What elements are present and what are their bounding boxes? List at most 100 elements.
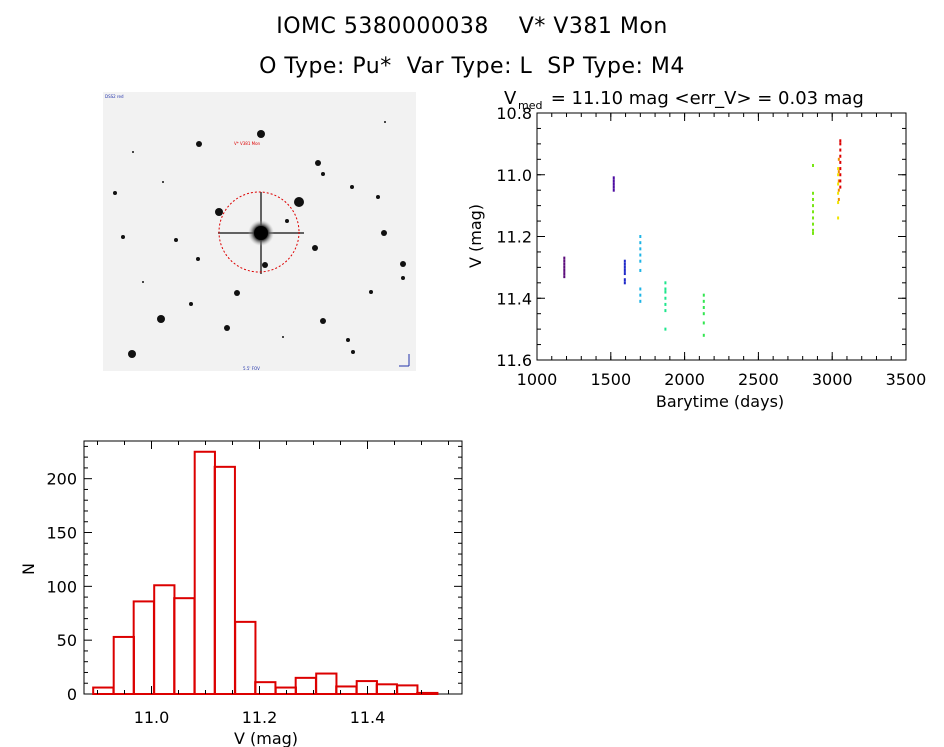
light-curve-title: V med = 11.10 mag <err_V> = 0.03 mag bbox=[504, 88, 864, 112]
light-curve-point bbox=[837, 191, 840, 195]
light-curve-y-tick-label: 11.0 bbox=[496, 166, 532, 185]
light-curve-point bbox=[812, 210, 815, 214]
sky-star bbox=[174, 238, 178, 242]
sky-star bbox=[294, 197, 304, 207]
light-curve-point bbox=[639, 268, 642, 272]
histogram-y-tick-label: 150 bbox=[46, 524, 77, 543]
histogram-bar bbox=[416, 691, 439, 695]
light-curve-point bbox=[612, 182, 615, 186]
light-curve-point bbox=[702, 321, 705, 325]
histogram-bar bbox=[396, 684, 419, 695]
light-curve-plot-frame bbox=[536, 112, 907, 361]
light-curve-point bbox=[837, 167, 840, 171]
light-curve-point bbox=[639, 247, 642, 251]
light-curve-point bbox=[612, 188, 615, 192]
histogram-bar bbox=[274, 686, 297, 695]
light-curve-point bbox=[837, 182, 840, 186]
light-curve-point bbox=[623, 281, 626, 285]
background-stars bbox=[113, 121, 406, 358]
light-curve-y-tick-label: 11.6 bbox=[496, 351, 532, 370]
light-curve-y-axis-label: V (mag) bbox=[466, 204, 485, 268]
finder-label-survey: DSS2 red bbox=[105, 94, 124, 99]
sky-star bbox=[162, 181, 164, 183]
light-curve-point bbox=[563, 265, 566, 269]
sky-star bbox=[401, 276, 405, 280]
light-curve-point bbox=[639, 259, 642, 263]
light-curve-point bbox=[837, 188, 840, 192]
light-curve-point bbox=[839, 179, 842, 183]
sky-star bbox=[346, 338, 350, 342]
sky-star bbox=[157, 315, 165, 323]
histogram-plot-frame bbox=[83, 440, 463, 695]
finder-label-fov: 5.5' FOV bbox=[243, 366, 260, 371]
light-curve-point bbox=[702, 306, 705, 310]
light-curve-point bbox=[839, 154, 842, 158]
target-star bbox=[218, 192, 304, 274]
light-curve-y-tick-label: 11.2 bbox=[496, 228, 532, 247]
sky-star bbox=[381, 230, 387, 236]
light-curve-point bbox=[623, 272, 626, 276]
light-curve-point bbox=[702, 299, 705, 303]
histogram-y-axis-label: N bbox=[19, 563, 38, 575]
histogram-bar bbox=[193, 450, 216, 695]
light-curve-point bbox=[839, 142, 842, 146]
light-curve-x-tick-label: 1500 bbox=[590, 370, 631, 389]
light-curve-point bbox=[664, 287, 667, 291]
sky-star bbox=[142, 281, 144, 283]
light-curve-point bbox=[623, 262, 626, 266]
light-curve-point bbox=[702, 333, 705, 337]
light-curve-point bbox=[612, 185, 615, 189]
sky-star bbox=[312, 245, 318, 251]
sky-star bbox=[321, 172, 325, 176]
histogram-x-tick-label: 11.0 bbox=[134, 708, 170, 727]
light-curve-point bbox=[639, 253, 642, 257]
target-circle bbox=[218, 191, 300, 273]
light-curve-x-tick-label: 1000 bbox=[517, 370, 558, 389]
light-curve-point bbox=[664, 296, 667, 300]
sky-star bbox=[315, 160, 321, 166]
histogram-bar bbox=[375, 683, 398, 695]
finder-label-target: V* V381 Mon bbox=[234, 141, 261, 146]
light-curve-point bbox=[812, 191, 815, 195]
histogram-y-tick-label: 200 bbox=[46, 470, 77, 489]
sky-star bbox=[189, 302, 193, 306]
light-curve-point bbox=[812, 163, 815, 167]
sky-star bbox=[234, 290, 240, 296]
histogram-bar bbox=[112, 635, 135, 696]
light-curve-point bbox=[563, 272, 566, 276]
sky-star bbox=[262, 262, 268, 268]
light-curve-point bbox=[812, 228, 815, 232]
sky-star bbox=[350, 185, 354, 189]
sky-star bbox=[369, 290, 373, 294]
light-curve-x-tick-label: 3000 bbox=[812, 370, 853, 389]
light-curve-point bbox=[837, 179, 840, 183]
light-curve-point bbox=[839, 160, 842, 164]
sky-star bbox=[113, 191, 117, 195]
histogram-x-axis-label: V (mag) bbox=[234, 729, 298, 747]
sky-star bbox=[285, 219, 289, 223]
sky-star bbox=[224, 325, 230, 331]
sky-star bbox=[128, 350, 136, 358]
light-curve-point bbox=[623, 259, 626, 263]
histogram-bar bbox=[315, 672, 338, 695]
light-curve-point bbox=[812, 197, 815, 201]
light-curve-point bbox=[839, 148, 842, 152]
histogram-bar bbox=[213, 465, 236, 695]
histogram-bar bbox=[92, 686, 115, 695]
light-curve-point bbox=[812, 216, 815, 220]
light-curve-title-text: = 11.10 mag <err_V> = 0.03 mag bbox=[545, 88, 864, 109]
light-curve-point bbox=[839, 139, 842, 143]
light-curve-point bbox=[563, 256, 566, 260]
histogram-bar bbox=[173, 597, 196, 696]
histogram-bar bbox=[132, 600, 155, 696]
light-curve-point bbox=[623, 268, 626, 272]
light-curve-point bbox=[839, 185, 842, 189]
light-curve-point bbox=[612, 179, 615, 183]
light-curve-y-tick-label: 10.8 bbox=[496, 104, 532, 123]
light-curve-point bbox=[837, 216, 840, 220]
light-curve-point bbox=[812, 222, 815, 226]
sky-star bbox=[196, 257, 200, 261]
light-curve-point bbox=[639, 235, 642, 238]
histogram-y-tick-label: 100 bbox=[46, 577, 77, 596]
histogram-bar bbox=[234, 620, 257, 696]
